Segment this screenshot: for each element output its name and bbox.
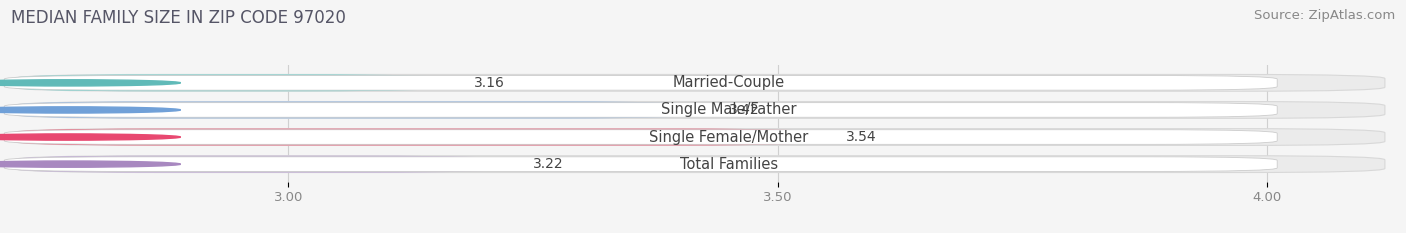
- FancyBboxPatch shape: [14, 75, 444, 91]
- FancyBboxPatch shape: [4, 130, 1277, 144]
- Text: Source: ZipAtlas.com: Source: ZipAtlas.com: [1254, 9, 1395, 22]
- Text: 3.22: 3.22: [533, 157, 564, 171]
- Text: Total Families: Total Families: [679, 157, 778, 172]
- Text: 3.42: 3.42: [728, 103, 759, 117]
- Text: Single Female/Mother: Single Female/Mother: [650, 130, 808, 144]
- Text: MEDIAN FAMILY SIZE IN ZIP CODE 97020: MEDIAN FAMILY SIZE IN ZIP CODE 97020: [11, 9, 346, 27]
- Text: Married-Couple: Married-Couple: [673, 75, 785, 90]
- Circle shape: [0, 161, 180, 167]
- Text: 3.16: 3.16: [474, 76, 505, 90]
- Circle shape: [0, 80, 180, 86]
- FancyBboxPatch shape: [14, 129, 1385, 145]
- FancyBboxPatch shape: [14, 156, 1385, 172]
- FancyBboxPatch shape: [14, 102, 700, 118]
- FancyBboxPatch shape: [14, 102, 1385, 118]
- Circle shape: [0, 107, 180, 113]
- FancyBboxPatch shape: [4, 103, 1277, 117]
- Text: 3.54: 3.54: [846, 130, 877, 144]
- FancyBboxPatch shape: [4, 75, 1277, 90]
- FancyBboxPatch shape: [4, 157, 1277, 171]
- FancyBboxPatch shape: [14, 156, 503, 172]
- Text: Single Male/Father: Single Male/Father: [661, 103, 797, 117]
- FancyBboxPatch shape: [14, 75, 1385, 91]
- Circle shape: [0, 134, 180, 140]
- FancyBboxPatch shape: [14, 129, 817, 145]
